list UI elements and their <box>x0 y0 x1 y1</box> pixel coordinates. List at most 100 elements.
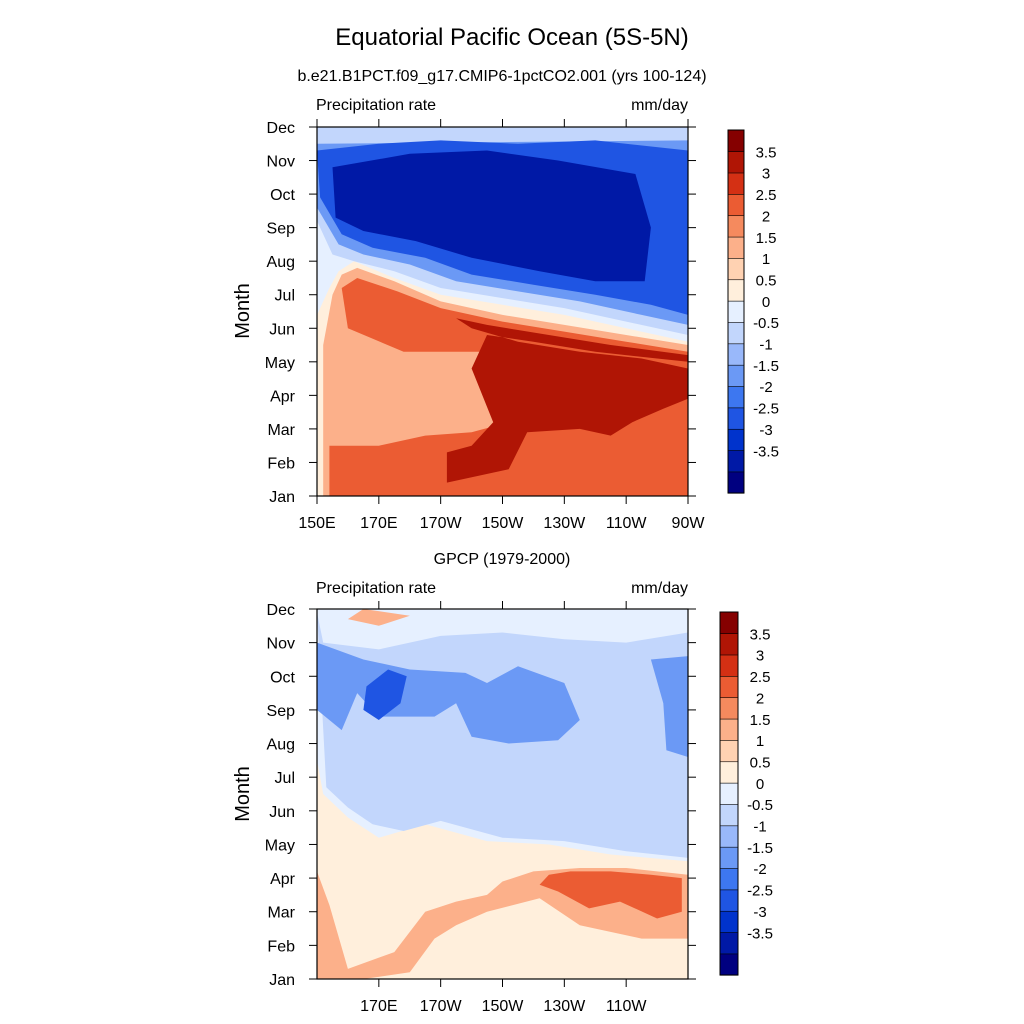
colorbar-label: 3 <box>756 648 764 665</box>
colorbar-box <box>719 931 739 955</box>
x-tick-label: 110W <box>606 515 648 532</box>
contour-band <box>347 609 410 626</box>
x-tick-label: 150W <box>482 998 525 1015</box>
x-tick-label: 170W <box>420 998 463 1015</box>
colorbar-box <box>719 867 739 891</box>
colorbar-box <box>727 364 745 387</box>
panel-gpcp: GPCP (1979-2000) Precipitation rate mm/d… <box>232 551 773 1015</box>
colorbar-box <box>719 654 739 677</box>
colorbar-label: -1 <box>753 819 766 836</box>
colorbar-box <box>719 782 739 805</box>
colorbar-box <box>727 471 745 494</box>
colorbar-box <box>719 889 739 912</box>
colorbar-box <box>727 236 745 259</box>
colorbar-box <box>719 761 739 784</box>
colorbar-box <box>727 279 745 302</box>
colorbar-box <box>727 385 745 409</box>
colorbar-box <box>719 675 739 699</box>
x-tick-label: 170E <box>360 998 397 1015</box>
y-tick-label: Jan <box>269 972 295 989</box>
colorbar-label: 0 <box>762 294 770 311</box>
colorbar-box <box>719 718 739 741</box>
colorbar-label: -1 <box>759 337 772 354</box>
panel-model-plot <box>317 127 688 496</box>
colorbar-label: -3 <box>753 904 766 921</box>
colorbar-label: -2.5 <box>753 401 779 418</box>
y-tick-label: Nov <box>267 636 295 653</box>
y-tick-label: Aug <box>267 737 295 754</box>
y-tick-label: Feb <box>267 938 295 955</box>
colorbar-label: -3 <box>759 422 772 439</box>
x-tick-label: 130W <box>543 998 586 1015</box>
colorbar-box <box>719 846 739 869</box>
panel-gpcp-axes: 170E 170W 150W 130W 110W Jan Feb Mar Apr May Jun Ju… <box>265 601 696 1015</box>
y-tick-label: Sep <box>267 703 296 720</box>
colorbar-box <box>727 129 745 152</box>
colorbar-box <box>727 215 745 238</box>
y-tick-label: Dec <box>267 120 295 137</box>
panel-model-left-label: Precipitation rate <box>316 97 436 114</box>
colorbar-label: -3.5 <box>753 443 779 460</box>
colorbar-label: -1.5 <box>747 840 773 857</box>
colorbar-label: 1.5 <box>750 712 771 729</box>
colorbar-label: -1.5 <box>753 358 779 375</box>
panel-gpcp-plot <box>317 609 688 979</box>
colorbar-label: 2 <box>762 208 770 225</box>
colorbar-box <box>727 172 745 195</box>
y-tick-label: May <box>265 837 295 854</box>
figure-title: Equatorial Pacific Ocean (5S-5N) <box>335 24 688 51</box>
colorbar-box <box>719 611 739 634</box>
colorbar-box <box>719 825 739 848</box>
x-tick-label: 170W <box>420 515 463 532</box>
colorbar-label: -2.5 <box>747 883 773 900</box>
panel-gpcp-colorbar: 3.5 3 2.5 2 1.5 1 0.5 0 -0.5 -1 -1.5 -2 -2.5 -3 -3.5 <box>719 611 773 976</box>
y-tick-label: Jul <box>275 288 295 305</box>
colorbar-label: 2.5 <box>750 669 771 686</box>
contour-band <box>363 669 407 720</box>
colorbar-box <box>727 257 745 281</box>
y-tick-label: Jan <box>269 489 295 506</box>
contour-band <box>317 642 580 744</box>
y-tick-label: Oct <box>270 187 295 204</box>
colorbar-box <box>727 321 745 345</box>
y-tick-label: Dec <box>267 602 295 619</box>
panel-model: b.e21.B1PCT.f09_g17.CMIP6-1pctCO2.001 (y… <box>232 68 779 532</box>
panel-model-title: b.e21.B1PCT.f09_g17.CMIP6-1pctCO2.001 (y… <box>297 68 706 85</box>
y-tick-label: Nov <box>267 154 295 171</box>
y-tick-label: Aug <box>267 254 295 271</box>
colorbar-label: 0 <box>756 776 764 793</box>
panel-gpcp-left-label: Precipitation rate <box>316 580 436 597</box>
colorbar-label: 2 <box>756 690 764 707</box>
colorbar-label: -2 <box>759 379 772 396</box>
colorbar-label: 3.5 <box>750 626 771 643</box>
contour-band <box>650 656 688 757</box>
x-tick-label: 150E <box>298 515 335 532</box>
colorbar-box <box>719 697 739 720</box>
x-tick-label: 130W <box>543 515 586 532</box>
contour-band <box>329 278 688 496</box>
x-tick-label: 110W <box>606 998 648 1015</box>
colorbar-frame <box>719 611 739 976</box>
panel-model-ylabel: Month <box>232 283 254 339</box>
y-tick-label: Feb <box>267 455 295 472</box>
y-tick-label: Mar <box>267 905 295 922</box>
y-tick-label: May <box>265 355 295 372</box>
colorbar-box <box>727 193 745 217</box>
colorbar-box <box>727 428 745 451</box>
colorbar-label: 0.5 <box>756 273 777 290</box>
panel-model-colorbar: 3.5 3 2.5 2 1.5 1 0.5 0 -0.5 -1 -1.5 -2 -2.5 -3 -3.5 <box>727 129 779 494</box>
colorbar-label: 2.5 <box>756 187 777 204</box>
y-tick-label: Apr <box>270 388 296 405</box>
panel-model-axes: 150E 170E 170W 150W 130W 110W 90W Jan Feb Mar Apr M… <box>265 119 705 532</box>
colorbar-label: 1 <box>756 733 764 750</box>
colorbar-label: 1 <box>762 251 770 268</box>
colorbar-label: -2 <box>753 861 766 878</box>
colorbar-box <box>719 953 739 976</box>
contour-band <box>332 150 651 282</box>
colorbar-frame <box>727 129 745 494</box>
contour-band <box>446 318 688 496</box>
y-tick-label: Oct <box>270 669 295 686</box>
panel-gpcp-ylabel: Month <box>232 766 254 822</box>
y-tick-label: Mar <box>267 422 295 439</box>
